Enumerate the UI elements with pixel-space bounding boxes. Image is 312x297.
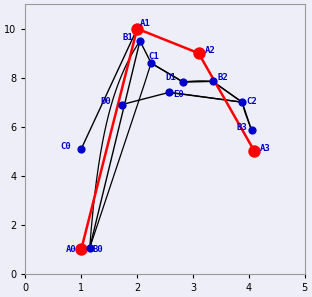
Point [79, 146, 84, 151]
Text: D1: D1 [165, 73, 176, 82]
Point [87, 246, 92, 250]
Point [249, 128, 254, 133]
Point [135, 26, 140, 31]
Point [79, 247, 84, 252]
Text: C0: C0 [60, 142, 71, 151]
Point [138, 39, 143, 43]
Text: B1: B1 [122, 33, 133, 42]
Point [167, 90, 172, 95]
Text: B0: B0 [92, 246, 103, 255]
Point [180, 80, 185, 84]
Point [240, 100, 245, 105]
Text: B3: B3 [236, 124, 247, 132]
Text: E0: E0 [173, 90, 184, 99]
Text: A1: A1 [140, 19, 151, 28]
Point [196, 51, 201, 56]
Text: A3: A3 [260, 144, 271, 153]
Point [210, 79, 215, 84]
Text: C1: C1 [148, 52, 159, 61]
Text: B2: B2 [217, 73, 228, 82]
Text: A2: A2 [205, 46, 216, 55]
Point [119, 102, 124, 107]
Text: A0: A0 [66, 245, 76, 254]
Text: D0: D0 [100, 97, 111, 106]
Point [149, 61, 154, 65]
Point [252, 149, 257, 154]
Text: C2: C2 [246, 97, 257, 106]
